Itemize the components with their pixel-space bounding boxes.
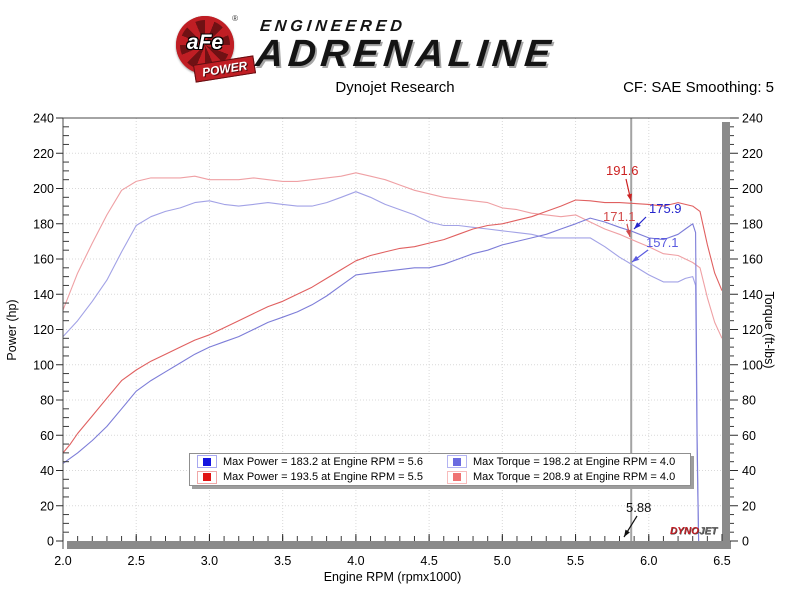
legend-item-max-power-red: Max Power = 193.5 at Engine RPM = 5.5 [190,470,440,484]
legend: Max Power = 183.2 at Engine RPM = 5.6 Ma… [189,453,691,486]
legend-swatch-torque-blue [447,455,467,469]
y-left-tick-label: 140 [33,288,54,302]
bottom-axis-bar [67,541,731,549]
y-left-tick-label: 120 [33,323,54,337]
legend-swatch-power-red [197,470,217,484]
x-tick-label: 3.0 [201,554,218,568]
legend-label: Max Power = 183.2 at Engine RPM = 5.6 [223,455,423,468]
y-right-tick-label: 180 [742,217,763,231]
afe-logo-text: aFe [186,31,224,54]
y-right-tick-label: 200 [742,182,763,196]
curve-power-red [62,199,723,454]
y-left-tick-label: 200 [33,182,54,196]
dynojet-logo: DYNOJET [670,526,717,537]
y-left-tick-label: 220 [33,147,54,161]
y-left-tick-label: 180 [33,217,54,231]
power-red-swatch-icon [203,473,211,482]
legend-swatch-power-blue [197,455,217,469]
right-axis-bar [722,122,730,549]
y-right-tick-label: 100 [742,358,763,372]
x-tick-label: 2.0 [54,554,71,568]
x-tick-label: 6.0 [640,554,657,568]
x-tick-label: 4.5 [420,554,437,568]
legend-item-max-power-blue: Max Power = 183.2 at Engine RPM = 5.6 [190,455,440,469]
curve-torque-red [62,172,723,339]
dynojet-logo-jet: JET [698,526,718,537]
chart-title: Dynojet Research [335,79,455,96]
annotation-5.88: 5.88 [626,500,651,515]
annotation-arrowhead [625,229,631,237]
y-right-tick-label: 120 [742,323,763,337]
legend-label: Max Torque = 198.2 at Engine RPM = 4.0 [473,455,676,468]
legend-item-max-torque-blue: Max Torque = 198.2 at Engine RPM = 4.0 [440,455,690,469]
annotation-arrowhead [634,222,641,229]
annotation-arrowhead [626,193,632,201]
x-tick-label: 4.0 [347,554,364,568]
y-right-tick-label: 160 [742,253,763,267]
power-blue-swatch-icon [203,457,211,466]
annotation-arrowhead [632,255,640,262]
brand-header: aFe ® POWER ENGINEERED ADRENALINE [172,8,612,83]
annotation-157.1: 157.1 [646,235,679,250]
y-left-axis-title: Power (hp) [5,299,19,360]
y-right-tick-label: 60 [742,429,756,443]
annotation-arrowhead [624,529,630,537]
legend-label: Max Torque = 208.9 at Engine RPM = 4.0 [473,471,676,484]
y-right-tick-label: 20 [742,499,756,513]
smoothing-setting: CF: SAE Smoothing: 5 [623,79,774,96]
y-left-tick-label: 240 [33,112,54,126]
annotation-191.6: 191.6 [606,163,639,178]
registered-mark: ® [232,14,238,23]
y-left-tick-label: 40 [40,464,54,478]
x-tick-label: 5.5 [567,554,584,568]
y-right-tick-label: 40 [742,464,756,478]
annotation-171.1: 171.1 [603,209,636,224]
annotation-175.9: 175.9 [649,201,682,216]
legend-swatch-torque-red [447,470,467,484]
x-tick-label: 3.5 [274,554,291,568]
y-left-tick-label: 0 [47,535,54,549]
y-right-tick-label: 140 [742,288,763,302]
torque-red-swatch-icon [453,473,461,482]
y-right-tick-label: 0 [742,535,749,549]
curve-power-blue [62,217,700,542]
curve-torque-blue [62,191,700,542]
y-left-tick-label: 80 [40,394,54,408]
legend-item-max-torque-red: Max Torque = 208.9 at Engine RPM = 4.0 [440,470,690,484]
x-tick-label: 2.5 [128,554,145,568]
torque-blue-swatch-icon [453,457,461,466]
y-right-axis-title: Torque (ft-lbs) [762,291,776,368]
dynojet-logo-dyno: DYNO [670,526,699,537]
legend-label: Max Power = 193.5 at Engine RPM = 5.5 [223,471,423,484]
x-tick-label: 6.5 [713,554,730,568]
y-right-tick-label: 240 [742,112,763,126]
y-right-tick-label: 80 [742,394,756,408]
x-tick-label: 5.0 [494,554,511,568]
y-left-tick-label: 20 [40,499,54,513]
x-axis-title: Engine RPM (rpmx1000) [324,570,462,584]
y-left-tick-label: 60 [40,429,54,443]
y-left-tick-label: 100 [33,358,54,372]
y-left-tick-label: 160 [33,253,54,267]
y-right-tick-label: 220 [742,147,763,161]
